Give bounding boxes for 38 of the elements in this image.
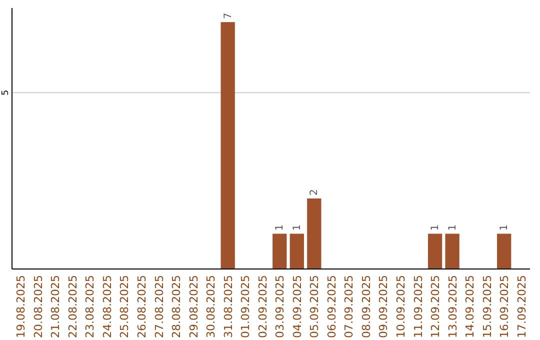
x-tick-label: 27.08.2025 bbox=[152, 275, 166, 338]
x-tick-label: 22.08.2025 bbox=[66, 275, 80, 338]
data-label: 1 bbox=[499, 224, 510, 231]
x-tick-label: 02.09.2025 bbox=[256, 275, 270, 338]
x-tick-label: 25.08.2025 bbox=[118, 275, 132, 338]
x-tick-label: 01.09.2025 bbox=[239, 275, 252, 338]
x-tick-label: 17.09.2025 bbox=[515, 275, 528, 338]
ref-line-label: 5 bbox=[1, 90, 11, 96]
x-tick-label: 23.08.2025 bbox=[84, 275, 97, 338]
x-tick-label: 24.08.2025 bbox=[100, 275, 114, 338]
x-tick-label: 07.09.2025 bbox=[342, 275, 356, 338]
data-label: 7 bbox=[222, 12, 234, 20]
x-tick-label: 11.09.2025 bbox=[412, 275, 425, 338]
x-tick-label: 21.08.2025 bbox=[49, 275, 62, 338]
x-tick-label: 15.09.2025 bbox=[480, 275, 494, 338]
x-tick-label: 05.09.2025 bbox=[308, 275, 322, 338]
x-tick-label: 04.09.2025 bbox=[290, 275, 304, 338]
x-tick-label: 14.09.2025 bbox=[464, 275, 477, 338]
data-label: 1 bbox=[274, 224, 286, 231]
x-tick-label: 03.09.2025 bbox=[274, 275, 287, 338]
x-tick-label: 19.08.2025 bbox=[14, 275, 28, 338]
x-tick-label: 13.09.2025 bbox=[446, 275, 460, 338]
x-tick-label: 09.09.2025 bbox=[377, 275, 390, 338]
x-tick-label: 29.08.2025 bbox=[187, 275, 200, 338]
x-tick-label: 06.09.2025 bbox=[325, 275, 338, 338]
x-tick-label: 31.08.2025 bbox=[222, 275, 235, 338]
x-tick-label: 16.09.2025 bbox=[498, 275, 512, 338]
x-tick-label: 20.08.2025 bbox=[32, 275, 45, 338]
data-label: 1 bbox=[292, 224, 303, 231]
x-tick-label: 12.09.2025 bbox=[429, 275, 442, 338]
data-label: 2 bbox=[309, 189, 320, 196]
data-label: 1 bbox=[447, 224, 458, 231]
x-tick-label: 26.08.2025 bbox=[136, 275, 148, 338]
x-tick-label: 28.08.2025 bbox=[170, 275, 184, 338]
data-label: 1 bbox=[430, 224, 442, 231]
x-tick-label: 10.09.2025 bbox=[394, 275, 408, 338]
x-tick-label: 08.09.2025 bbox=[360, 275, 373, 338]
x-tick-label: 30.08.2025 bbox=[204, 275, 218, 338]
